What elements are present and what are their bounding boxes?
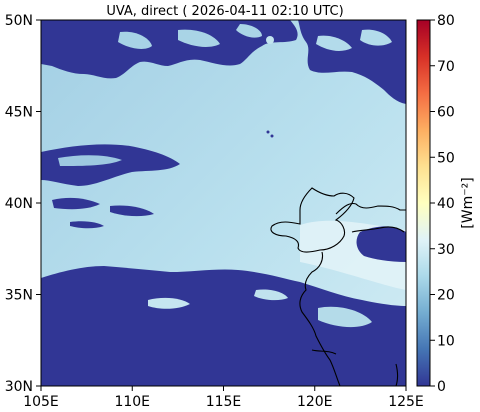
colorbar-tick-label: 0 <box>437 379 446 395</box>
colorbar-label: [Wm⁻²] <box>460 177 476 228</box>
lon-tick-label: 105E <box>23 394 59 410</box>
colorbar-tick-label: 30 <box>437 242 455 258</box>
cloud-gap <box>318 306 372 328</box>
lat-tick-label: 40N <box>5 196 33 212</box>
cloud-shandong <box>356 226 406 262</box>
lon-tick-label: 110E <box>114 394 150 410</box>
lat-tick-label: 35N <box>5 288 33 304</box>
cloud-gap <box>236 24 262 38</box>
lat-tick-label: 45N <box>5 105 33 121</box>
cloud-south <box>41 266 406 386</box>
cloud-west-streak <box>70 221 104 229</box>
cloud-gap <box>266 36 274 44</box>
cloud-west-streak <box>41 144 180 186</box>
map-panel <box>41 20 406 386</box>
cloud-gap <box>178 29 220 47</box>
colorbar: 0 10 20 30 40 50 60 70 80 [Wm⁻²] <box>416 13 476 395</box>
colorbar-ramp <box>416 19 431 387</box>
cloud-west-streak <box>52 197 100 210</box>
cloud-gap <box>316 35 352 51</box>
colorbar-tick-label: 60 <box>437 105 455 121</box>
map-title: UVA, direct ( 2026-04-11 02:10 UTC) <box>106 4 343 19</box>
cloud-speck <box>266 130 270 134</box>
colorbar-tick-label: 10 <box>437 333 455 349</box>
coastline <box>270 187 406 386</box>
colorbar-tick-label: 70 <box>437 59 455 75</box>
colorbar-tick-label: 50 <box>437 150 455 166</box>
colorbar-ticks <box>430 19 435 387</box>
colorbar-tick-label: 20 <box>437 288 455 304</box>
cloud-speck <box>270 134 274 138</box>
colorbar-tick-label: 80 <box>437 13 455 29</box>
cloud-gap <box>58 155 122 166</box>
cloud-west-streak <box>110 205 154 217</box>
colorbar-tick-label: 40 <box>437 196 455 212</box>
lon-axis: 105E 110E 115E 120E 125E <box>23 386 424 410</box>
lon-tick-label: 125E <box>388 394 424 410</box>
cloud-north <box>41 20 298 79</box>
lon-tick-label: 120E <box>297 394 333 410</box>
lon-tick-label: 115E <box>206 394 242 410</box>
cloud-gap <box>254 289 288 301</box>
cloud-gap <box>118 31 152 49</box>
cloud-gap <box>148 297 190 309</box>
cloud-gap <box>360 29 392 46</box>
lat-tick-label: 50N <box>5 13 33 29</box>
lat-tick-label: 30N <box>5 379 33 395</box>
lat-axis: 50N 45N 40N 35N 30N <box>5 13 41 395</box>
